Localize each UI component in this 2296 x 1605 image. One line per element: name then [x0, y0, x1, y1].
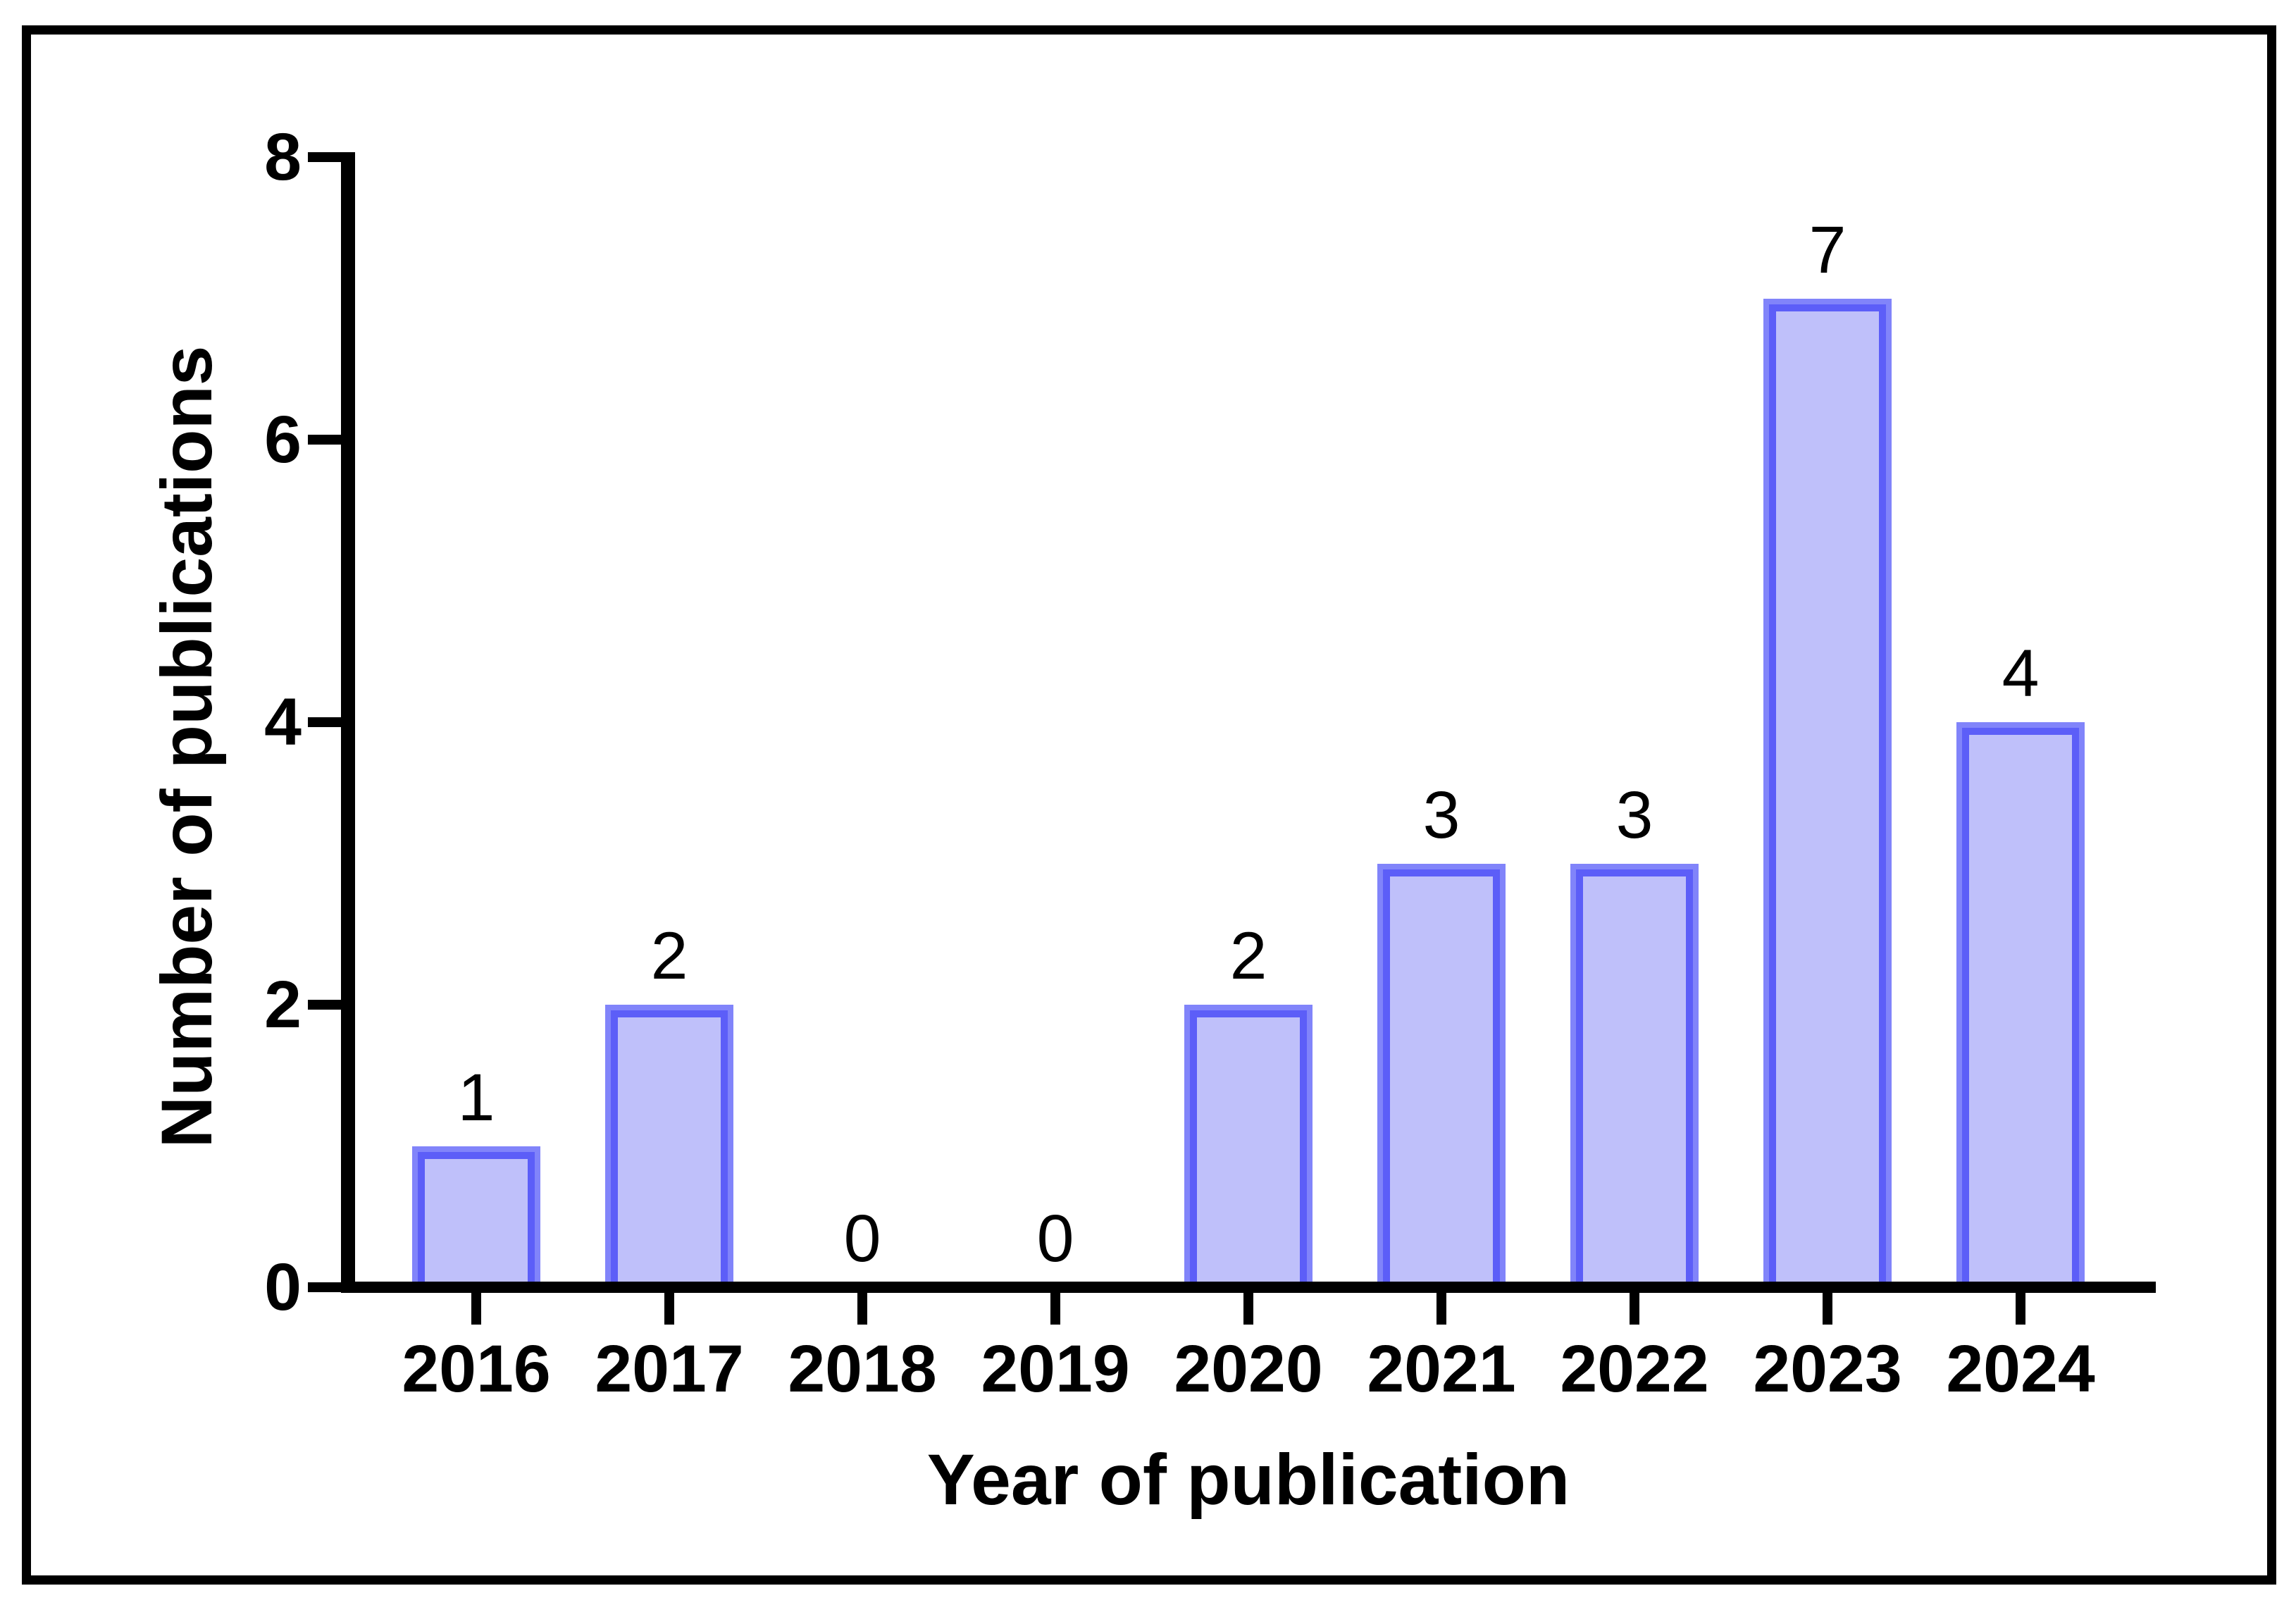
bar-value-label-2023: 7	[1808, 213, 1847, 287]
x-tick-2016	[471, 1293, 481, 1325]
bar-fill-2021	[1383, 869, 1500, 1288]
y-tick-4	[308, 717, 341, 727]
bar-2023	[1763, 299, 1892, 1288]
y-axis-title: Number of publications	[147, 345, 227, 1148]
x-tick-label-2016: 2016	[402, 1332, 551, 1406]
x-tick-2023	[1823, 1293, 1832, 1325]
x-axis-title: Year of publication	[926, 1439, 1570, 1520]
x-tick-label-2022: 2022	[1560, 1332, 1709, 1406]
bar-2016	[412, 1146, 540, 1288]
x-tick-2020	[1243, 1293, 1253, 1325]
bar-fill-2020	[1190, 1010, 1307, 1287]
bar-value-label-2021: 3	[1422, 778, 1460, 853]
x-tick-label-2024: 2024	[1946, 1332, 2095, 1406]
y-tick-6	[308, 435, 341, 445]
bar-fill-2023	[1769, 304, 1886, 1288]
bar-value-label-2020: 2	[1229, 919, 1267, 993]
bar-value-label-2018: 0	[843, 1201, 881, 1276]
x-tick-label-2019: 2019	[981, 1332, 1130, 1406]
y-tick-label-4: 4	[264, 685, 302, 760]
y-axis-line	[341, 152, 355, 1293]
x-tick-2024	[2016, 1293, 2025, 1325]
y-tick-2	[308, 1000, 341, 1010]
bar-2021	[1377, 864, 1506, 1288]
x-tick-2018	[857, 1293, 867, 1325]
bar-fill-2016	[418, 1152, 535, 1288]
bar-value-label-2024: 4	[2002, 636, 2040, 711]
x-tick-2019	[1050, 1293, 1060, 1325]
bar-2020	[1184, 1005, 1313, 1287]
y-tick-label-2: 2	[264, 967, 302, 1042]
x-tick-label-2017: 2017	[595, 1332, 744, 1406]
bar-value-label-2022: 3	[1615, 778, 1653, 853]
x-tick-2021	[1436, 1293, 1446, 1325]
figure-border-frame	[22, 25, 2276, 1585]
x-tick-label-2023: 2023	[1753, 1332, 1902, 1406]
bar-2024	[1956, 722, 2085, 1287]
y-tick-label-0: 0	[264, 1250, 302, 1325]
bar-2022	[1570, 864, 1699, 1288]
x-tick-label-2021: 2021	[1367, 1332, 1516, 1406]
bar-fill-2017	[611, 1010, 728, 1287]
x-tick-2022	[1630, 1293, 1639, 1325]
y-tick-label-8: 8	[264, 120, 302, 194]
bar-fill-2024	[1962, 728, 2079, 1287]
x-tick-label-2020: 2020	[1174, 1332, 1323, 1406]
x-axis-line	[341, 1282, 2156, 1293]
bar-value-label-2019: 0	[1036, 1201, 1074, 1276]
bar-value-label-2017: 2	[650, 919, 688, 993]
x-tick-2017	[664, 1293, 674, 1325]
bar-2017	[605, 1005, 733, 1287]
x-tick-label-2018: 2018	[788, 1332, 937, 1406]
y-tick-label-6: 6	[264, 402, 302, 477]
y-tick-8	[308, 152, 341, 162]
bar-value-label-2016: 1	[457, 1060, 495, 1135]
bar-fill-2022	[1576, 869, 1693, 1288]
y-tick-0	[308, 1282, 341, 1292]
